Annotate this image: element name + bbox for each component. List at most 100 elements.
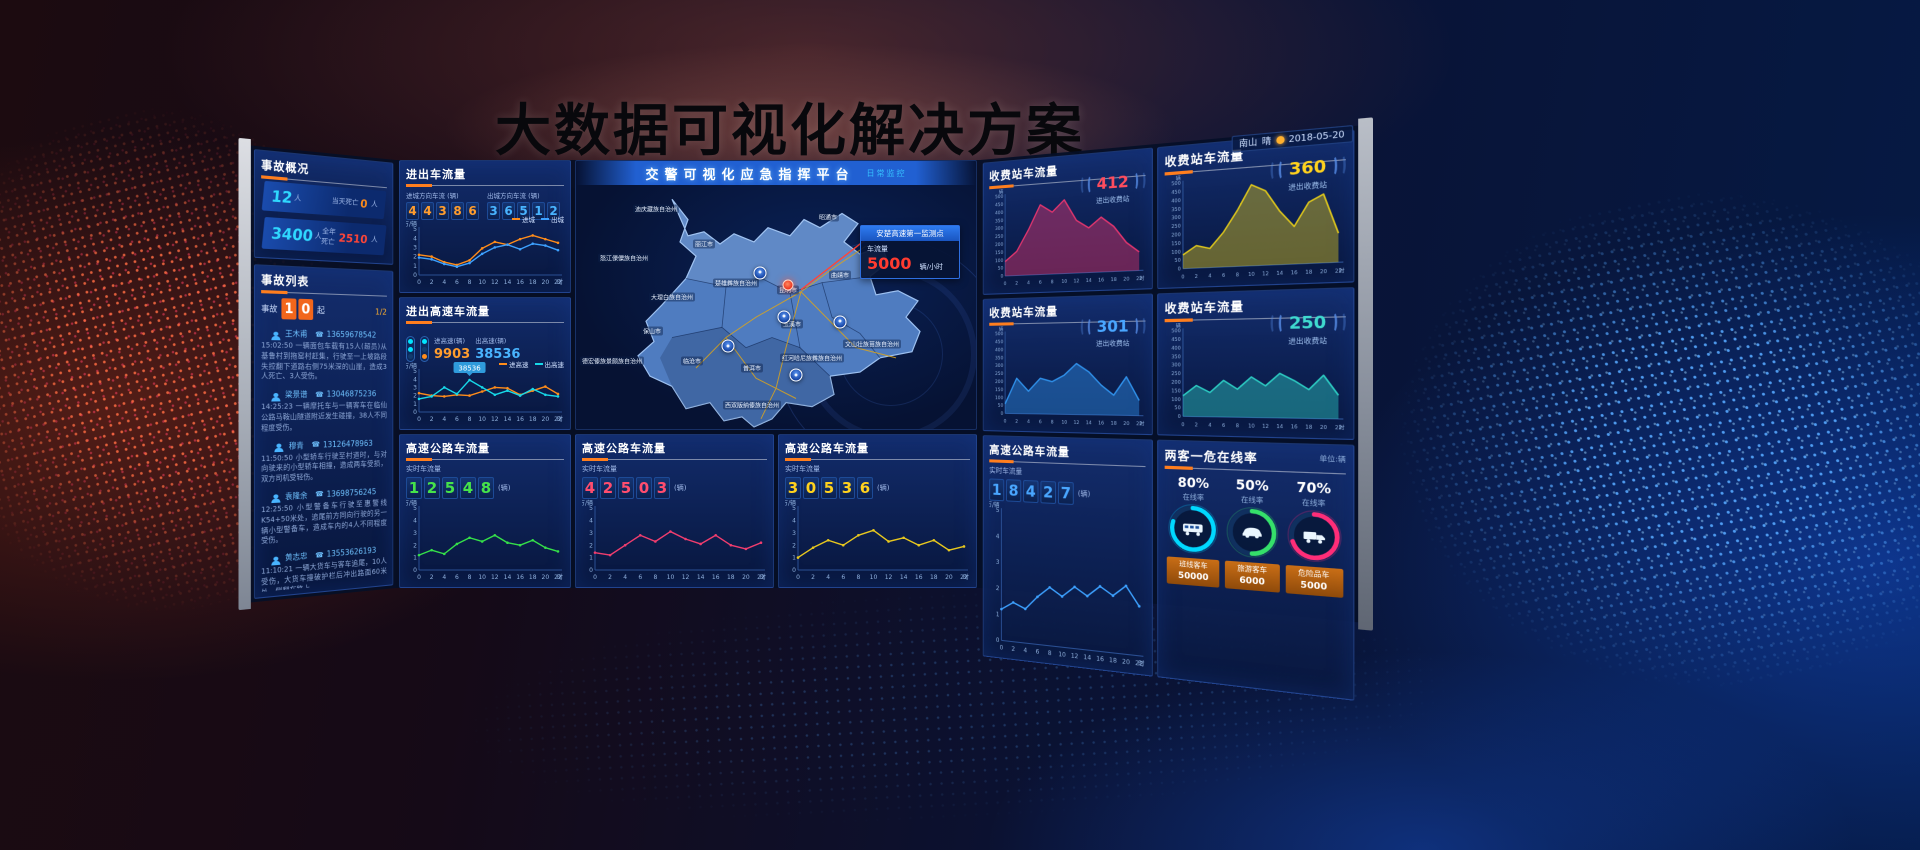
svg-text:10: 10 [1248,271,1255,278]
accident-list-item[interactable]: 袁隆余 ☎ 13698756245 12:25:50 小型警备车行驶至惠警线K54+5… [261,485,387,547]
svg-text:250: 250 [995,371,1003,377]
svg-text:10: 10 [667,574,675,581]
svg-text:12: 12 [682,574,690,581]
svg-text:16: 16 [712,574,720,581]
svg-text:0: 0 [1001,273,1004,279]
svg-text:0: 0 [413,567,417,574]
map-marker[interactable] [777,310,791,324]
toll-label: 进出收费站 [1288,336,1328,346]
map-marker[interactable] [833,315,847,329]
weather-date: 2018-05-20 [1288,129,1345,145]
svg-text:18: 18 [529,279,537,286]
platform-title-band: 交警可视化应急指挥平台 日常监控 [576,161,976,185]
reporter-phone: 13553626193 [326,545,377,559]
svg-text:16: 16 [1291,269,1298,276]
reporter-name: 梁景谱 [285,389,308,400]
vehicle-count: 50000 [1178,570,1209,583]
accident-list-item[interactable]: 王木甫 ☎ 13659678542 15:02:50 一辆面包车载有15人(超员)从基… [261,327,387,382]
svg-text:12: 12 [1262,423,1269,430]
svg-text:200: 200 [1171,232,1181,239]
accident-list-item[interactable]: 黄志忠 ☎ 13553626193 11:10:21 一辆大货车与客车追尾，10人受伤… [261,544,387,592]
sun-icon [1275,135,1284,145]
svg-text:0: 0 [417,416,421,423]
svg-text:1: 1 [589,555,593,562]
svg-text:200: 200 [995,379,1003,385]
svg-text:12: 12 [1262,271,1269,278]
reporter-name: 袁隆余 [285,490,308,502]
svg-text:150: 150 [1171,388,1181,395]
svg-text:100: 100 [1171,249,1181,256]
map-marker[interactable] [753,266,767,280]
svg-text:2: 2 [792,542,796,549]
in-highway-label: 进高速(辆) [434,337,466,345]
map-marker[interactable] [721,339,735,353]
svg-text:时: 时 [557,573,563,581]
rate-label-box: 旅游客车 6000 [1224,560,1280,593]
svg-text:3: 3 [413,530,417,537]
map-alert-pin[interactable] [782,279,794,291]
chart-tooltip: 38536 [453,362,486,377]
svg-text:38536: 38536 [458,365,481,373]
svg-text:14: 14 [504,416,512,423]
svg-text:4: 4 [413,235,417,242]
chart-legend: 进城 出城 [506,205,564,224]
panel-title: 事故列表 [261,270,387,297]
svg-text:18: 18 [1109,658,1117,666]
person-icon [272,556,279,561]
svg-text:2: 2 [589,542,593,549]
svg-text:4: 4 [623,574,627,581]
svg-text:4: 4 [589,518,593,525]
map-city-label: 玉溪市 [780,319,804,329]
svg-text:18: 18 [1305,424,1312,431]
left-wing: 事故概况 12 人 当天死亡 0 人 3400 人 全年死亡 2510 [238,137,396,611]
map-marker[interactable] [789,368,803,382]
svg-text:10: 10 [478,574,486,581]
svg-text:400: 400 [1171,197,1181,204]
svg-text:400: 400 [995,347,1003,353]
toll-value: 250 [1288,312,1327,334]
svg-text:2: 2 [413,542,417,549]
svg-text:22: 22 [554,574,562,581]
svg-text:0: 0 [1178,414,1181,421]
svg-text:10: 10 [870,574,878,581]
svg-text:14: 14 [504,279,512,286]
svg-text:0: 0 [1001,411,1004,417]
svg-text:16: 16 [1098,420,1104,427]
svg-text:2: 2 [996,586,1000,593]
svg-text:4: 4 [1027,280,1030,286]
svg-text:22: 22 [960,574,968,581]
svg-text:10: 10 [1061,278,1067,285]
svg-text:14: 14 [1086,420,1092,427]
svg-text:14: 14 [1276,423,1283,430]
toll-label: 进出收费站 [1095,338,1130,348]
pagination[interactable]: 1/2 [375,306,387,317]
svg-text:万/辆: 万/辆 [989,500,999,509]
svg-text:150: 150 [1171,240,1181,247]
svg-text:450: 450 [995,202,1003,209]
svg-text:0: 0 [1004,281,1007,287]
accident-list-item[interactable]: 梁景谱 ☎ 13046875236 14:25:23 一辆摩托车与一辆客车在临仙公路马… [261,388,387,434]
accident-list-item[interactable]: 穆青 ☎ 13126478963 11:50:50 小型轿车行驶至村道时，与对向驶来的… [261,437,387,486]
vehicle-count: 6000 [1239,575,1265,588]
svg-text:450: 450 [1171,336,1181,343]
daily-monitor-button[interactable]: 日常监控 [866,168,907,178]
svg-text:8: 8 [468,416,472,423]
svg-text:0: 0 [417,574,421,581]
panel-title: 高速公路车流量 [406,440,564,461]
svg-text:5: 5 [589,505,593,512]
svg-text:5: 5 [413,505,417,512]
svg-text:4: 4 [996,534,1000,541]
